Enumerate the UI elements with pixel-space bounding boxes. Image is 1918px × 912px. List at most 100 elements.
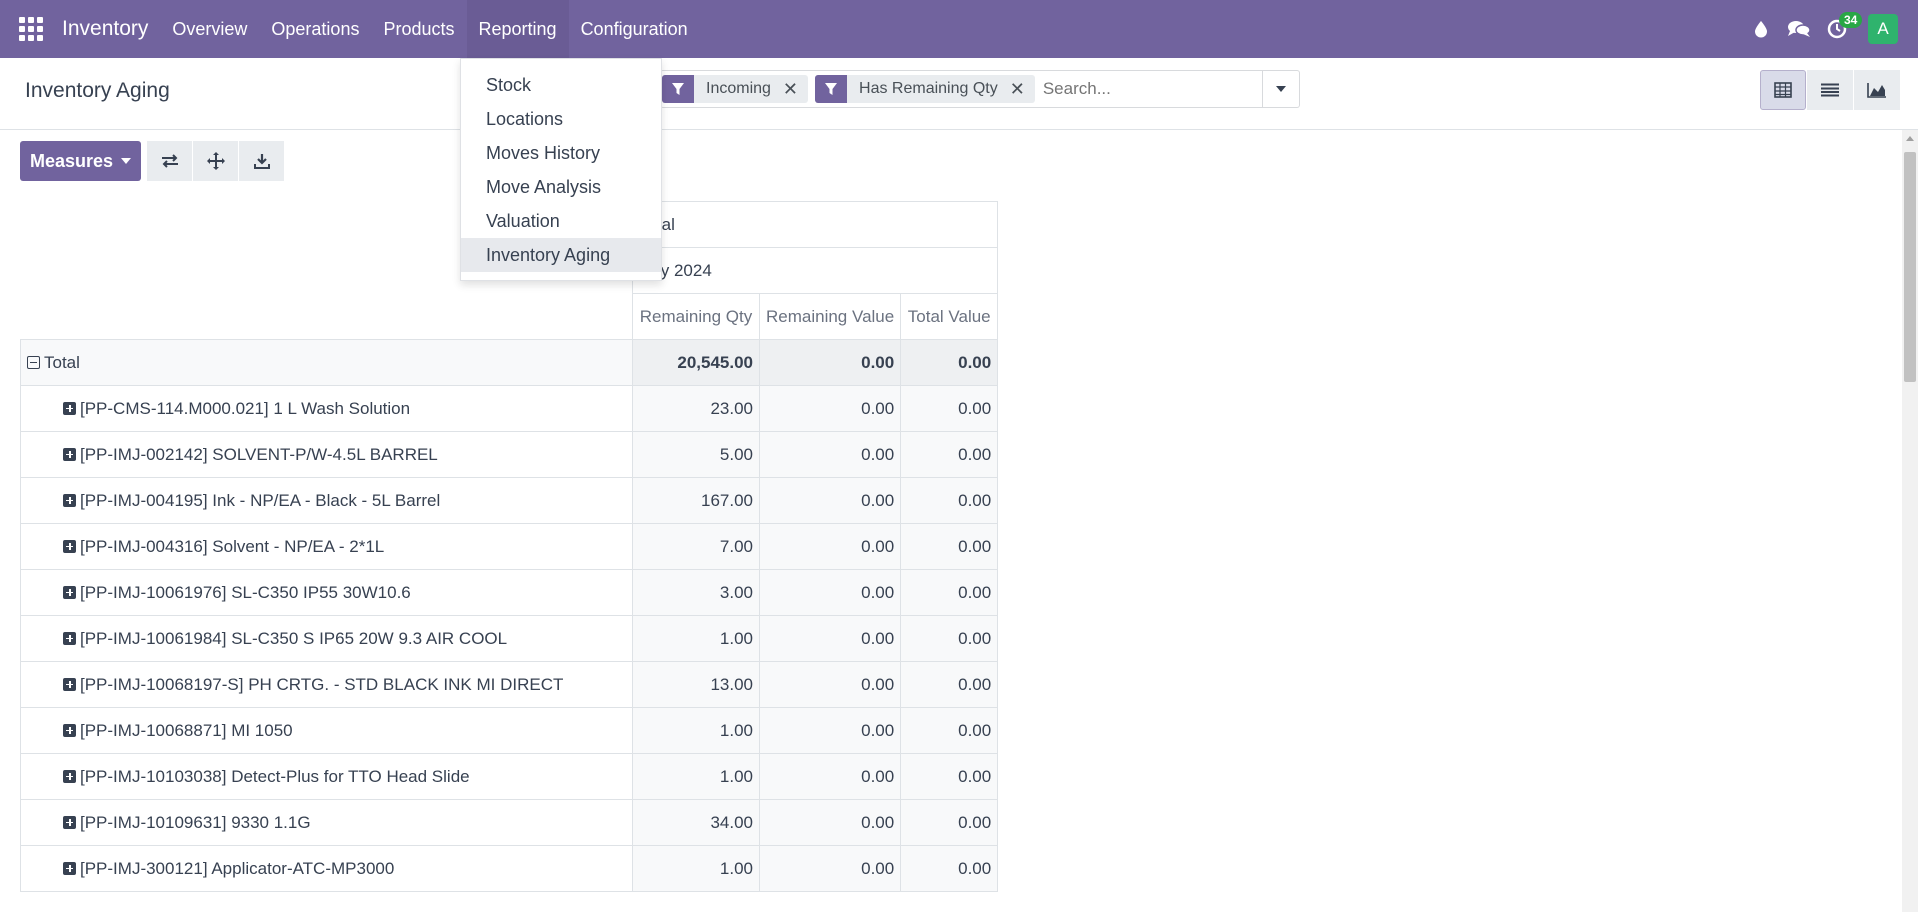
measures-button[interactable]: Measures: [20, 141, 141, 181]
pivot-view-button[interactable]: [1760, 70, 1806, 110]
cell-value[interactable]: 0.00: [758, 477, 902, 524]
avatar[interactable]: A: [1868, 14, 1898, 44]
cell-value[interactable]: 0.00: [900, 339, 999, 386]
cell-value[interactable]: 0.00: [758, 753, 902, 800]
cell-value[interactable]: 34.00: [632, 799, 760, 846]
row-header[interactable]: [PP-IMJ-004316] Solvent - NP/EA - 2*1L: [20, 523, 633, 570]
menu-reporting[interactable]: Reporting: [466, 0, 569, 58]
row-header[interactable]: [PP-IMJ-10103038] Detect-Plus for TTO He…: [20, 753, 633, 800]
activity-clock-icon[interactable]: 34: [1818, 0, 1863, 58]
caret-down-icon: [121, 158, 132, 164]
measure-header[interactable]: Remaining Value: [758, 293, 902, 340]
row-header[interactable]: [PP-IMJ-10061976] SL-C350 IP55 30W10.6: [20, 569, 633, 616]
filter-icon: [662, 75, 694, 103]
cell-value[interactable]: 3.00: [632, 569, 760, 616]
table-row: [PP-IMJ-10068197-S] PH CRTG. - STD BLACK…: [20, 661, 999, 708]
dropdown-item-move-analysis[interactable]: Move Analysis: [486, 177, 602, 197]
facet-label: Has Remaining Qty: [859, 80, 998, 97]
row-header[interactable]: [PP-IMJ-004195] Ink - NP/EA - Black - 5L…: [20, 477, 633, 524]
measure-header[interactable]: Total Value: [900, 293, 999, 340]
remove-facet-icon[interactable]: ✕: [782, 78, 799, 99]
systray: 34 A: [1742, 0, 1918, 58]
vertical-scrollbar[interactable]: [1902, 130, 1918, 912]
cell-value[interactable]: 0.00: [900, 661, 999, 708]
row-header[interactable]: [PP-IMJ-10068871] MI 1050: [20, 707, 633, 754]
cell-value[interactable]: 0.00: [758, 385, 902, 432]
dropdown-item-valuation[interactable]: Valuation: [486, 211, 560, 231]
row-header[interactable]: [PP-IMJ-002142] SOLVENT-P/W-4.5L BARREL: [20, 431, 633, 478]
col-header-total[interactable]: Total: [631, 201, 999, 248]
cell-value[interactable]: 0.00: [900, 707, 999, 754]
menu-configuration[interactable]: Configuration: [580, 19, 688, 39]
measure-header[interactable]: Remaining Qty: [632, 293, 760, 340]
cell-value[interactable]: 0.00: [758, 339, 902, 386]
arrows-icon: [206, 152, 225, 170]
chat-icon[interactable]: [1780, 0, 1818, 58]
cell-value[interactable]: 0.00: [900, 615, 999, 662]
expand-icon: [63, 401, 76, 415]
cell-value[interactable]: 1.00: [632, 615, 760, 662]
row-header[interactable]: [PP-IMJ-10061984] SL-C350 S IP65 20W 9.3…: [20, 615, 633, 662]
graph-view-button[interactable]: [1854, 70, 1900, 110]
cell-value[interactable]: 0.00: [900, 845, 999, 892]
drop-icon[interactable]: [1742, 0, 1780, 58]
cell-value[interactable]: 0.00: [758, 845, 902, 892]
cell-value[interactable]: 167.00: [632, 477, 760, 524]
row-header[interactable]: [PP-IMJ-300121] Applicator-ATC-MP3000: [20, 845, 633, 892]
dropdown-item-moves-history[interactable]: Moves History: [486, 143, 601, 163]
search-input[interactable]: [1040, 78, 1245, 100]
cell-value[interactable]: 0.00: [758, 431, 902, 478]
row-label: [PP-IMJ-10061984] SL-C350 S IP65 20W 9.3…: [80, 628, 508, 648]
cell-value[interactable]: 0.00: [758, 799, 902, 846]
download-button[interactable]: [239, 141, 284, 181]
app-brand[interactable]: Inventory: [62, 17, 149, 40]
col-header-period[interactable]: July 2024: [631, 247, 999, 294]
dropdown-item-inventory-aging[interactable]: Inventory Aging: [461, 238, 661, 272]
cell-value[interactable]: 0.00: [900, 523, 999, 570]
cell-value[interactable]: 20,545.00: [632, 339, 760, 386]
cell-value[interactable]: 0.00: [758, 569, 902, 616]
cell-value[interactable]: 0.00: [758, 615, 902, 662]
flip-axis-button[interactable]: [147, 141, 192, 181]
cell-value[interactable]: 0.00: [900, 431, 999, 478]
row-header[interactable]: [PP-CMS-114.M000.021] 1 L Wash Solution: [20, 385, 633, 432]
cell-value[interactable]: 0.00: [900, 477, 999, 524]
row-label: Total: [44, 352, 80, 372]
dropdown-item-stock[interactable]: Stock: [486, 75, 532, 95]
cell-value[interactable]: 0.00: [900, 569, 999, 616]
cell-value[interactable]: 1.00: [632, 845, 760, 892]
search-bar: Incoming ✕ Has Remaining Qty ✕: [660, 70, 1263, 108]
expand-icon: [63, 631, 76, 645]
expand-all-button[interactable]: [193, 141, 238, 181]
row-header[interactable]: [PP-IMJ-10109631] 9330 1.1G: [20, 799, 633, 846]
cell-value[interactable]: 1.00: [632, 753, 760, 800]
filter-icon: [815, 75, 848, 103]
cell-value[interactable]: 0.00: [758, 523, 902, 570]
list-view-button[interactable]: [1807, 70, 1853, 110]
menu-products[interactable]: Products: [383, 19, 455, 39]
cell-value[interactable]: 7.00: [632, 523, 760, 570]
cell-value[interactable]: 0.00: [758, 707, 902, 754]
remove-facet-icon[interactable]: ✕: [1009, 78, 1025, 99]
cell-value[interactable]: 1.00: [632, 707, 760, 754]
cell-value[interactable]: 5.00: [632, 431, 760, 478]
search-options-toggle[interactable]: [1263, 70, 1300, 108]
cell-value[interactable]: 0.00: [758, 661, 902, 708]
table-row: [PP-IMJ-10061976] SL-C350 IP55 30W10.6 3.…: [20, 569, 999, 616]
row-header[interactable]: [PP-IMJ-10068197-S] PH CRTG. - STD BLACK…: [20, 661, 633, 708]
cell-value[interactable]: 13.00: [632, 661, 760, 708]
expand-icon: [63, 539, 76, 553]
dropdown-item-locations[interactable]: Locations: [486, 109, 564, 129]
menu-overview[interactable]: Overview: [172, 19, 248, 39]
cell-value[interactable]: 0.00: [900, 799, 999, 846]
expand-icon: [63, 723, 76, 737]
menu-operations[interactable]: Operations: [271, 19, 360, 39]
scroll-up-icon[interactable]: [1906, 136, 1914, 141]
scroll-thumb[interactable]: [1904, 152, 1916, 382]
row-header-total[interactable]: Total: [20, 339, 633, 386]
cell-value[interactable]: 0.00: [900, 385, 999, 432]
cell-value[interactable]: 0.00: [900, 753, 999, 800]
cell-value[interactable]: 23.00: [632, 385, 760, 432]
area-chart-icon: [1867, 83, 1886, 98]
app-grid-icon[interactable]: [0, 0, 62, 58]
